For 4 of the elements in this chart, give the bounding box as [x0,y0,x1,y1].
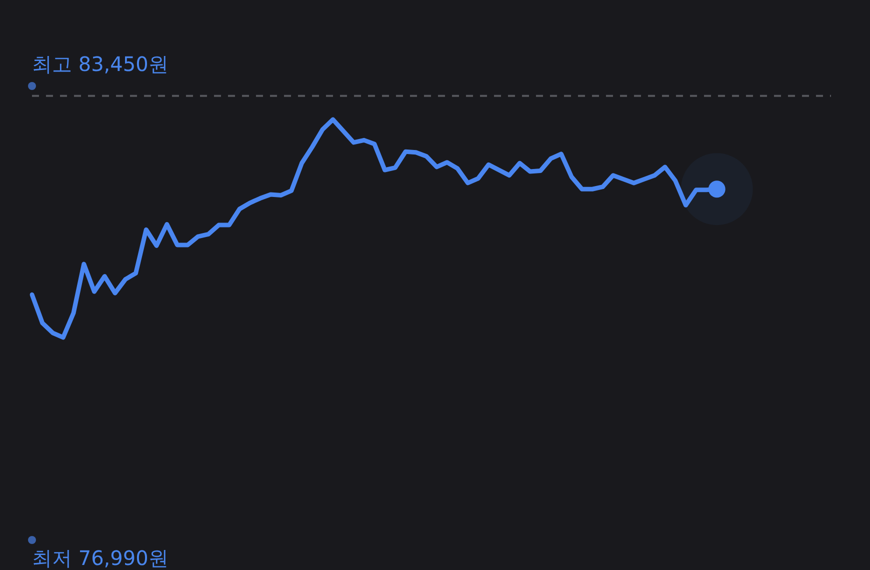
y-tick-label: 83,450원 [78,52,168,76]
y-tick-label: 76,990원 [78,546,168,570]
annotation: 최저 [32,546,72,570]
annotation: 최고 [32,52,72,76]
